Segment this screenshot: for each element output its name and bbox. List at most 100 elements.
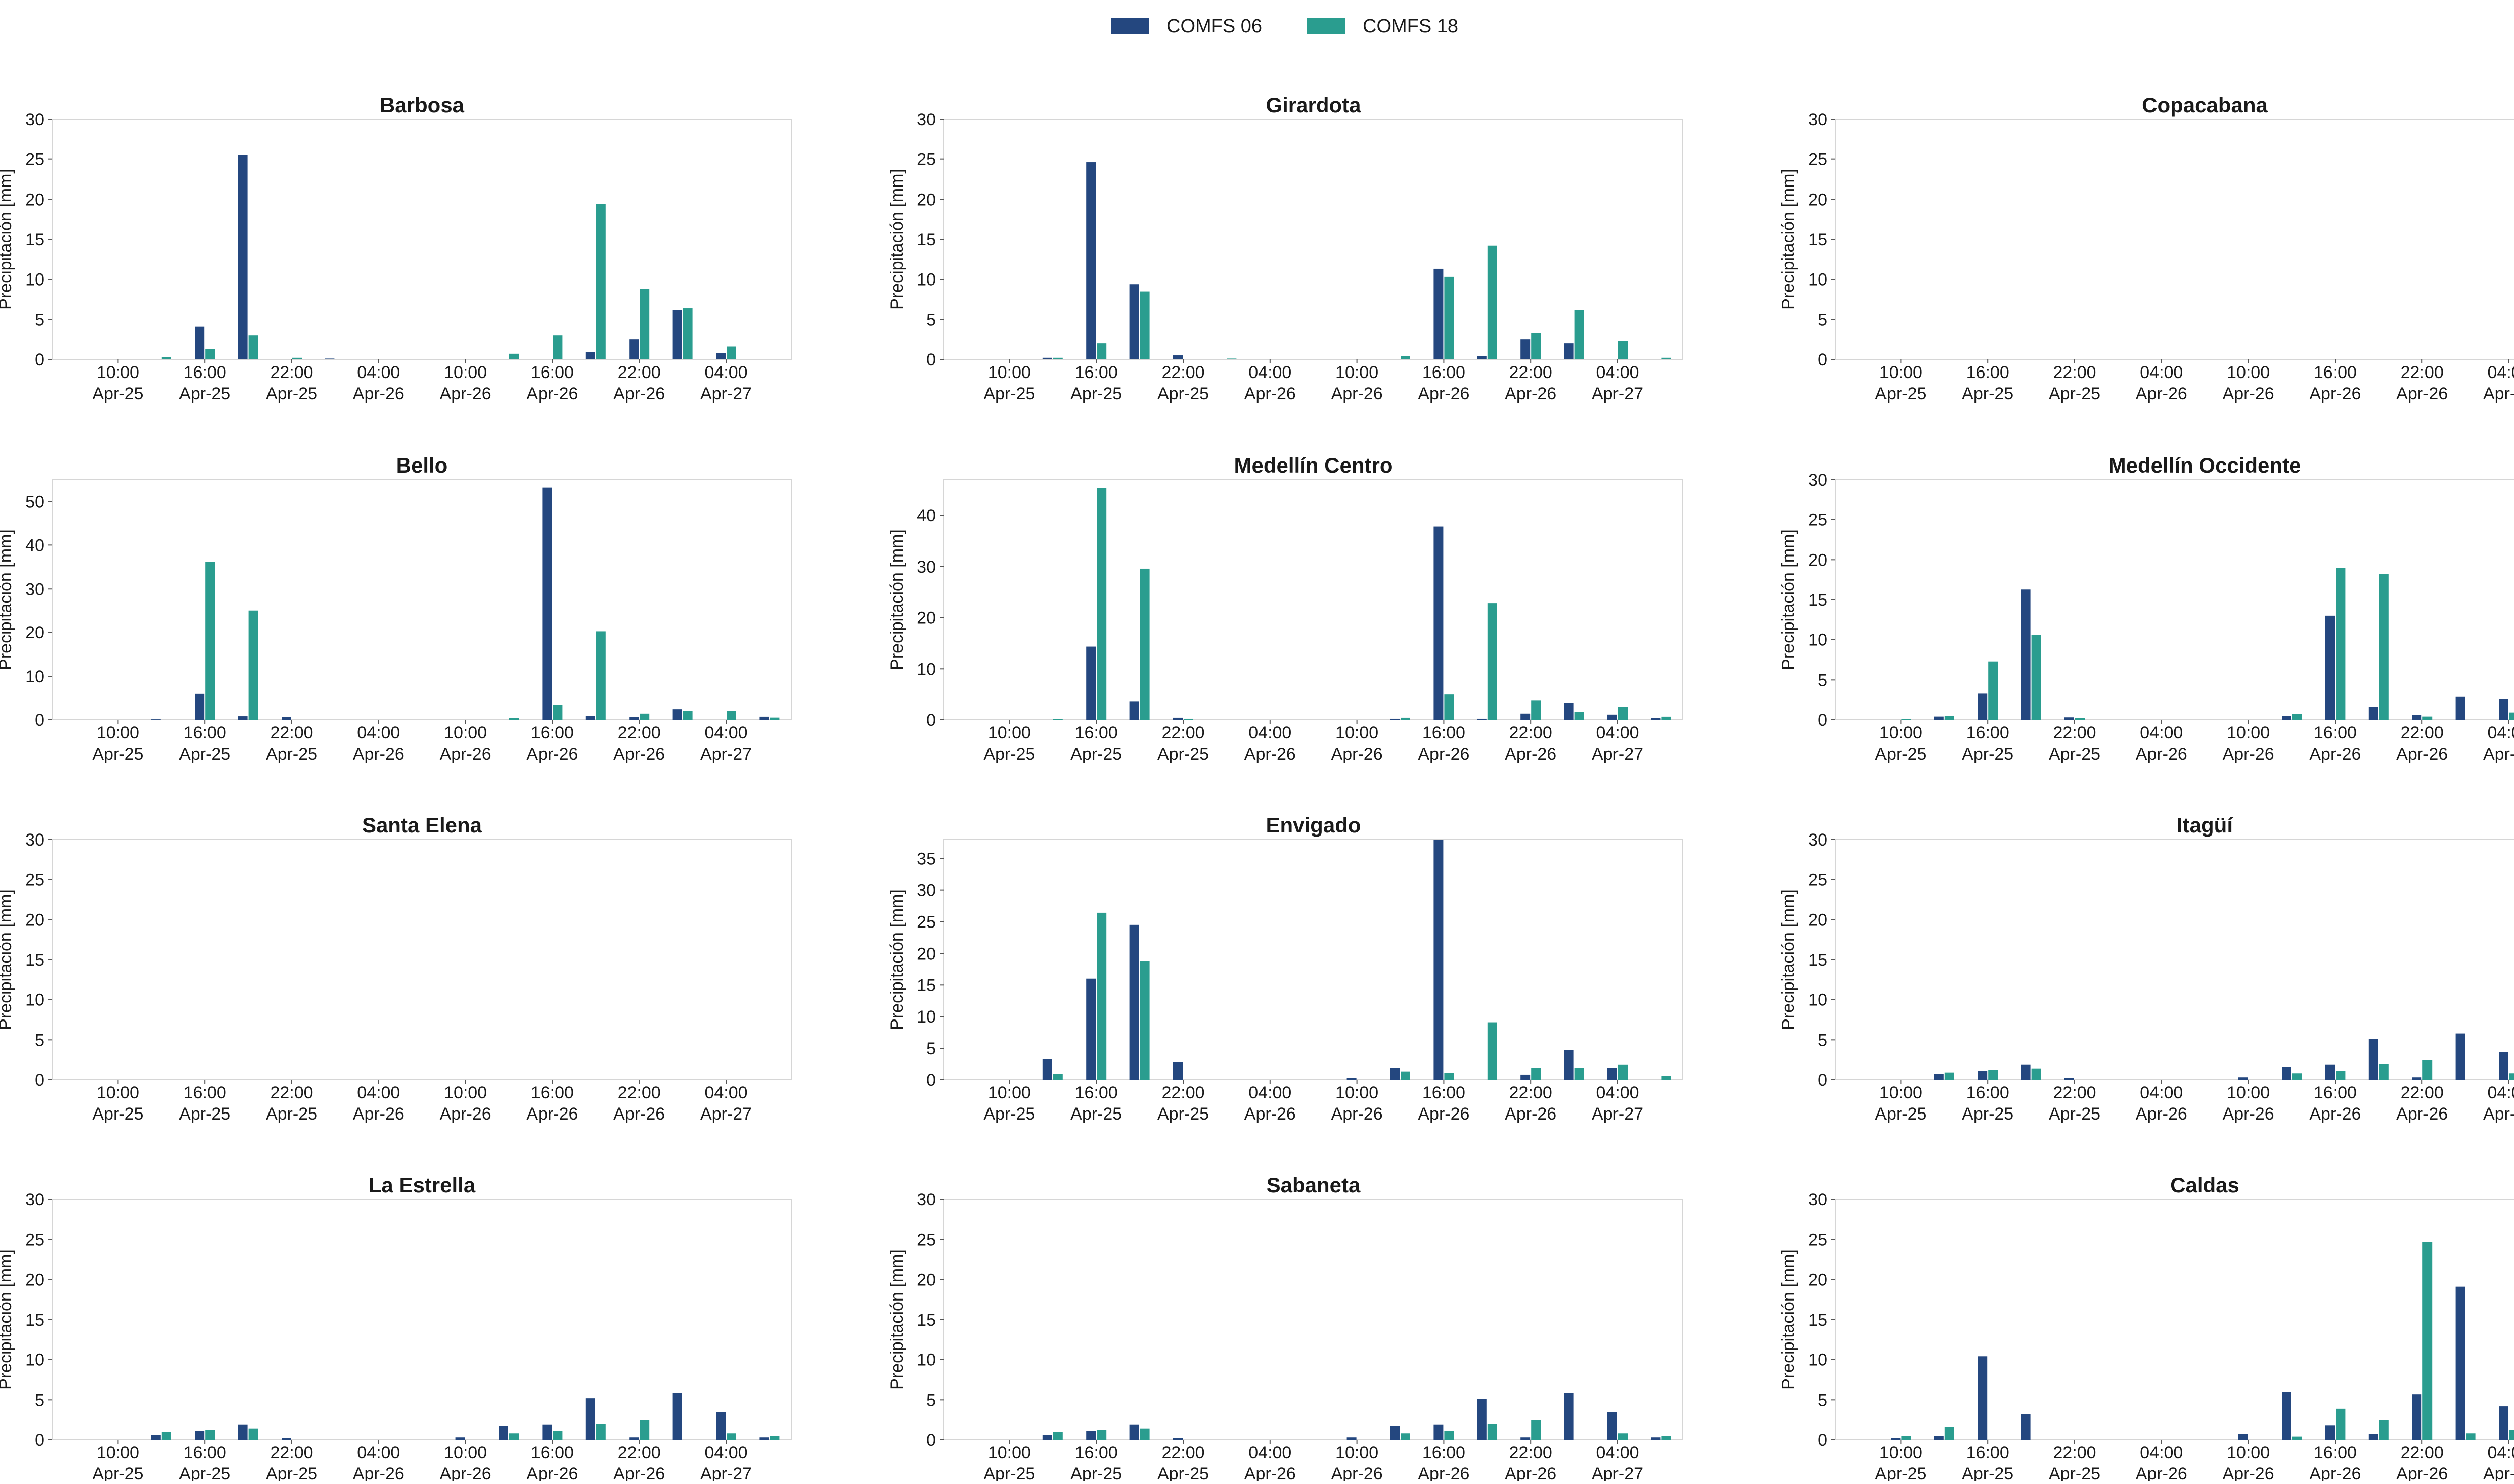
x-tick-label: 04:00 Apr-26 — [1244, 723, 1296, 764]
y-tick-label: 5 — [1818, 671, 1827, 690]
bar-comfs18 — [683, 711, 693, 720]
bar-comfs06 — [1520, 339, 1531, 359]
legend-label: COMFS 06 — [1166, 16, 1262, 37]
bar-comfs18 — [640, 289, 650, 359]
y-tick-label: 10 — [25, 991, 44, 1010]
x-tick-label: 22:00 Apr-26 — [1505, 1443, 1556, 1481]
x-tick-label: 22:00 Apr-26 — [613, 363, 665, 403]
bar-comfs18 — [1401, 717, 1410, 720]
bar-comfs06 — [585, 352, 595, 359]
bar-comfs18 — [1531, 700, 1541, 720]
bar-comfs06 — [238, 1424, 248, 1440]
chart-panel: Envigado Precipitación [mm] 0 5 10 15 20 25 30 35… — [887, 813, 1683, 1124]
bar-comfs06 — [1520, 1437, 1531, 1440]
y-tick-label: 5 — [1818, 1031, 1827, 1050]
bar-comfs06 — [2325, 1064, 2335, 1080]
y-tick-label: 15 — [917, 230, 936, 249]
bar-comfs18 — [1140, 291, 1150, 359]
bar-comfs06 — [238, 155, 248, 359]
y-tick-label: 30 — [25, 830, 44, 850]
chart-title: Girardota — [1266, 93, 1361, 117]
x-tick-label: 10:00 Apr-26 — [2223, 1083, 2274, 1124]
y-tick-label: 25 — [1808, 871, 1827, 890]
bar-comfs18 — [1444, 1431, 1454, 1440]
bar-comfs06 — [1086, 1431, 1096, 1440]
bar-comfs18 — [205, 1430, 215, 1440]
bar-comfs06 — [2455, 1033, 2465, 1080]
bar-comfs06 — [1042, 1059, 1052, 1080]
bar-comfs06 — [2455, 696, 2465, 720]
x-tick-label: 10:00 Apr-25 — [983, 363, 1035, 403]
bar-comfs18 — [596, 204, 606, 359]
bar-comfs18 — [1444, 276, 1454, 359]
bar-comfs18 — [1531, 1068, 1541, 1080]
bar-comfs18 — [553, 705, 563, 720]
x-tick-label: 22:00 Apr-26 — [2396, 363, 2448, 403]
y-axis-label: Precipitación [mm] — [0, 529, 15, 670]
y-tick-label: 25 — [917, 1231, 936, 1250]
bar-comfs18 — [1661, 357, 1671, 359]
x-tick-label: 22:00 Apr-25 — [2049, 723, 2100, 764]
chart-title: Bello — [396, 453, 448, 477]
bar-comfs18 — [1661, 1436, 1671, 1440]
bar-comfs18 — [1401, 1433, 1410, 1440]
plot-frame — [1835, 479, 2514, 720]
bar-comfs06 — [282, 1438, 291, 1440]
bar-comfs18 — [2336, 568, 2346, 720]
bar-comfs06 — [672, 310, 682, 359]
bar-comfs18 — [727, 1433, 736, 1440]
y-tick-label: 30 — [1808, 110, 1827, 129]
y-tick-label: 30 — [25, 1190, 44, 1210]
bar-comfs18 — [1097, 912, 1107, 1080]
y-tick-label: 20 — [1808, 910, 1827, 930]
x-tick-label: 16:00 Apr-26 — [1418, 723, 1469, 764]
y-tick-label: 5 — [35, 1390, 44, 1410]
x-tick-label: 22:00 Apr-25 — [1157, 1443, 1209, 1481]
bar-comfs06 — [2499, 699, 2508, 720]
bar-comfs06 — [1173, 1062, 1183, 1080]
bar-comfs18 — [2509, 1073, 2514, 1080]
chart-panel: Copacabana Precipitación [mm] 0 5 10 15 20 25 30… — [1779, 93, 2514, 403]
bar-comfs06 — [1173, 1438, 1183, 1440]
x-tick-label: 22:00 Apr-25 — [2049, 1443, 2100, 1481]
bar-comfs18 — [1988, 1070, 1998, 1080]
x-tick-label: 16:00 Apr-26 — [526, 363, 578, 403]
legend-item: COMFS 06 — [1111, 16, 1262, 37]
x-tick-label: 10:00 Apr-25 — [92, 363, 143, 403]
bar-comfs06 — [672, 1392, 682, 1440]
x-tick-label: 22:00 Apr-26 — [613, 1083, 665, 1124]
bar-comfs18 — [1487, 245, 1497, 359]
bar-comfs18 — [1901, 719, 1911, 720]
y-tick-label: 30 — [1808, 1190, 1827, 1210]
x-tick-label: 22:00 Apr-26 — [1505, 1083, 1556, 1124]
bar-comfs18 — [1053, 719, 1063, 720]
x-tick-label: 22:00 Apr-25 — [2049, 1083, 2100, 1124]
x-tick-label: 04:00 Apr-26 — [353, 1443, 404, 1481]
bar-comfs18 — [1618, 1433, 1628, 1440]
y-tick-label: 30 — [1808, 830, 1827, 850]
bar-comfs18 — [2031, 635, 2041, 720]
bar-comfs06 — [2455, 1286, 2465, 1440]
x-tick-label: 16:00 Apr-25 — [179, 1083, 230, 1124]
bar-comfs18 — [727, 346, 736, 359]
bar-comfs06 — [1346, 1078, 1357, 1080]
y-tick-label: 0 — [35, 1431, 44, 1450]
bar-comfs06 — [1173, 355, 1183, 359]
y-tick-label: 25 — [25, 871, 44, 890]
chart-title: Medellín Occidente — [2109, 453, 2301, 477]
x-tick-label: 04:00 Apr-26 — [353, 723, 404, 764]
bar-comfs06 — [2368, 707, 2378, 720]
y-tick-label: 25 — [25, 150, 44, 169]
y-tick-label: 30 — [917, 1190, 936, 1210]
x-tick-label: 10:00 Apr-25 — [1875, 363, 1926, 403]
x-tick-label: 22:00 Apr-25 — [1157, 1083, 1209, 1124]
chart-title: Santa Elena — [362, 813, 482, 837]
y-tick-label: 0 — [1818, 1071, 1827, 1090]
x-tick-label: 22:00 Apr-26 — [2396, 1443, 2448, 1481]
chart-panel: Girardota Precipitación [mm] 0 5 10 15 20 25 30 1… — [887, 93, 1683, 403]
